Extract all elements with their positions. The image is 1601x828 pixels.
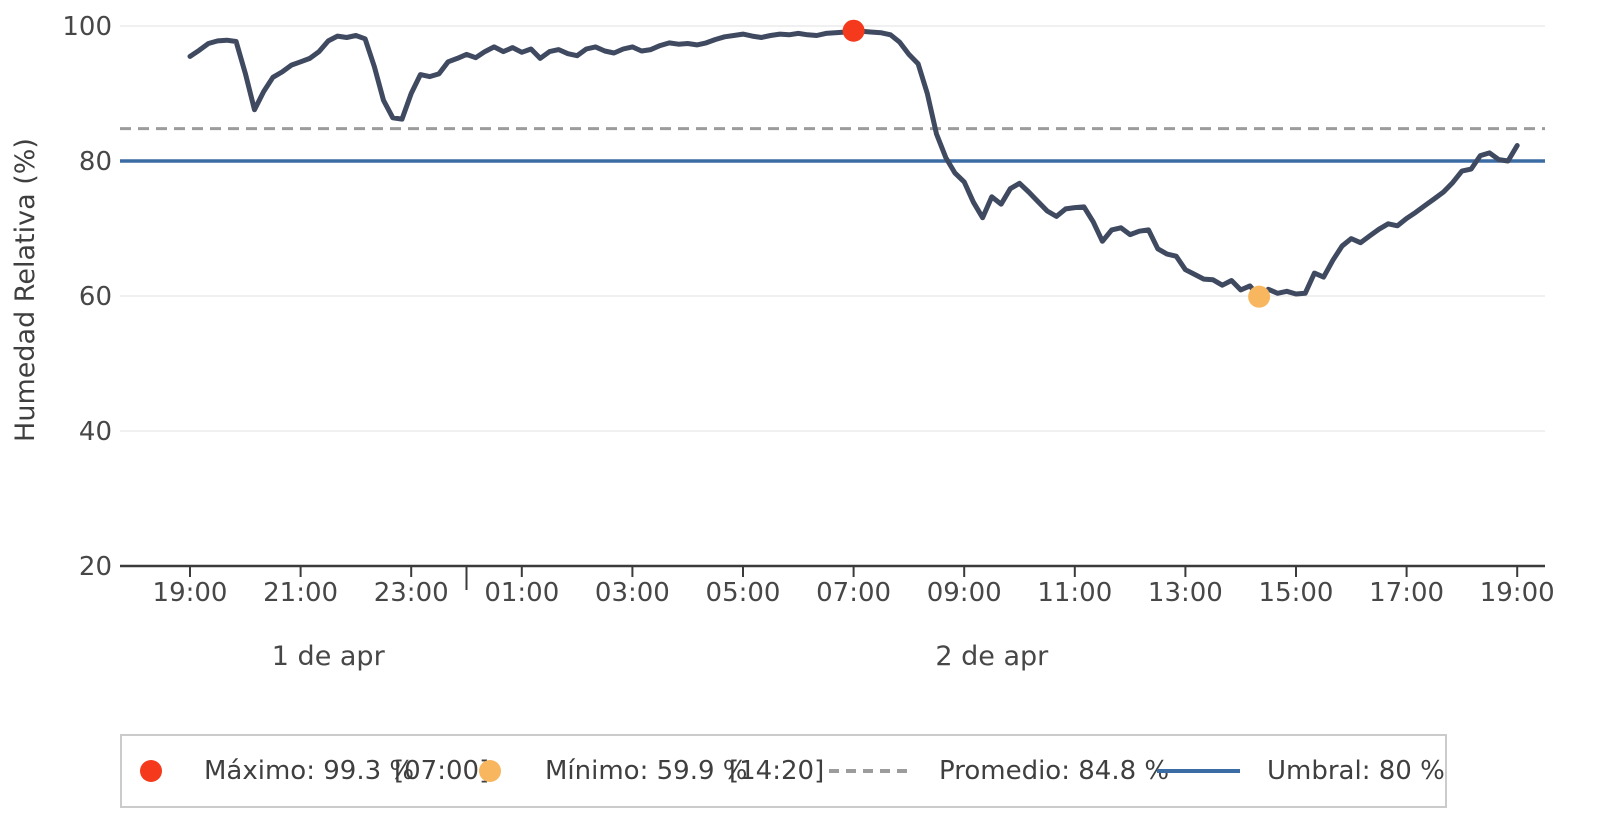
y-tick-label: 60 xyxy=(79,282,112,312)
x-tick-label: 17:00 xyxy=(1369,578,1444,608)
x-tick-label: 09:00 xyxy=(927,578,1002,608)
legend-threshold-line xyxy=(1157,769,1240,773)
day-label: 1 de apr xyxy=(272,641,386,672)
y-tick-label: 40 xyxy=(79,417,112,447)
humidity-line xyxy=(187,28,1520,300)
x-tick-label: 15:00 xyxy=(1259,578,1334,608)
x-tick-label: 23:00 xyxy=(374,578,449,608)
legend-min-time: [14:20] xyxy=(729,756,825,786)
x-tick-label: 19:00 xyxy=(153,578,228,608)
min-marker xyxy=(1248,285,1271,308)
y-tick-label: 20 xyxy=(79,552,112,582)
x-tick-label: 01:00 xyxy=(484,578,559,608)
x-tick-label: 19:00 xyxy=(1480,578,1555,608)
legend: Máximo: 99.3 % [07:00] Mínimo: 59.9 % [1… xyxy=(120,734,1447,808)
day-label: 2 de apr xyxy=(935,641,1049,672)
max-marker xyxy=(842,19,865,42)
x-tick-label: 07:00 xyxy=(816,578,891,608)
x-tick-label: 11:00 xyxy=(1037,578,1112,608)
x-tick-label: 21:00 xyxy=(263,578,338,608)
x-tick-label: 03:00 xyxy=(595,578,670,608)
y-tick-label: 100 xyxy=(62,12,112,42)
legend-max-time: [07:00] xyxy=(394,756,490,786)
legend-min-marker xyxy=(479,760,501,782)
legend-average-line xyxy=(829,769,914,773)
x-tick-label: 13:00 xyxy=(1148,578,1223,608)
y-tick-label: 80 xyxy=(79,147,112,177)
legend-average-label: Promedio: 84.8 % xyxy=(939,756,1170,786)
legend-threshold-label: Umbral: 80 % xyxy=(1267,756,1445,786)
x-tick-label: 05:00 xyxy=(706,578,781,608)
legend-max-marker xyxy=(140,760,162,782)
legend-max-label: Máximo: 99.3 % xyxy=(204,756,415,786)
plot-area: 19:00 21:00 23:00 01:00 03:00 05:00 07:00 09:00… xyxy=(62,12,1555,672)
legend-min-label: Mínimo: 59.9 % xyxy=(545,756,748,786)
